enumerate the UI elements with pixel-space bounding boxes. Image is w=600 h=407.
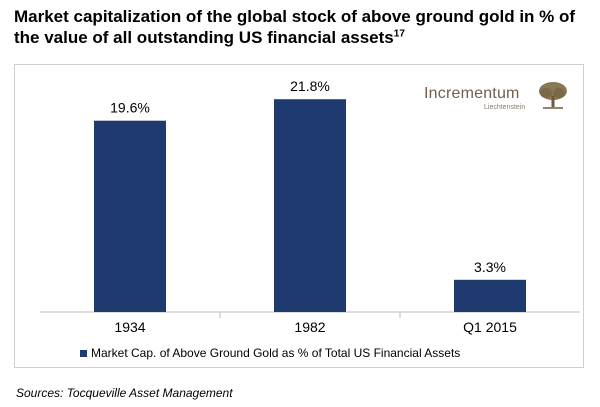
title-footnote: 17 <box>393 28 405 40</box>
incrementum-logo: Incrementum Liechtenstein <box>424 80 574 116</box>
chart-legend: Market Cap. of Above Ground Gold as % of… <box>80 346 460 360</box>
legend-label: Market Cap. of Above Ground Gold as % of… <box>91 346 461 360</box>
bar-q1-2015 <box>454 279 526 312</box>
data-label-2: 3.3% <box>474 259 506 275</box>
logo-subtitle: Liechtenstein <box>484 104 526 111</box>
data-label-1: 21.8% <box>290 78 330 94</box>
bar-1982 <box>274 99 346 313</box>
source-note: Sources: Tocqueville Asset Management <box>16 386 233 400</box>
x-tick-label-2: Q1 2015 <box>463 319 517 335</box>
bar-1934 <box>94 120 166 312</box>
chart-title: Market capitalization of the global stoc… <box>14 6 590 48</box>
data-label-0: 19.6% <box>110 100 150 116</box>
chart-title-text: Market capitalization of the global stoc… <box>14 7 576 47</box>
x-tick-label-1: 1982 <box>294 319 325 335</box>
logo-name: Incrementum <box>424 85 520 102</box>
legend-swatch <box>80 349 87 357</box>
x-tick-label-0: 1934 <box>114 319 145 335</box>
tree-icon <box>539 82 567 109</box>
